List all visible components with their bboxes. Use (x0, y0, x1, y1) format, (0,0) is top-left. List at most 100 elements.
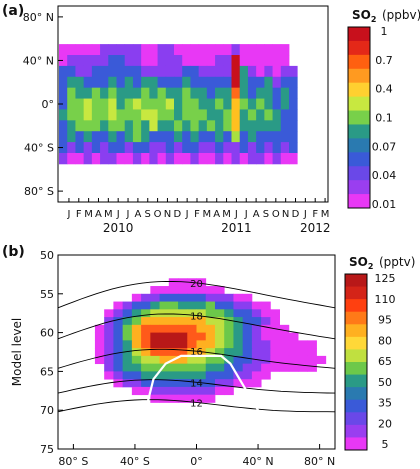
heatmap-cell (168, 379, 179, 388)
heatmap-cell (280, 98, 290, 110)
heatmap-cell (178, 363, 188, 372)
x-month-label: S (145, 209, 151, 220)
heatmap-cell (233, 309, 244, 318)
heatmap-cell (168, 386, 179, 396)
heatmap-cell (108, 120, 117, 132)
panel-b-colorbar: SO2 (pptv) 125 110 95 80 65 50 35 20 5 (344, 255, 415, 451)
colorbar-swatch (348, 138, 370, 153)
heatmap-cell (124, 142, 134, 154)
heatmap-cell (270, 317, 280, 326)
x-month-label: J (185, 209, 189, 220)
heatmap-cell (168, 301, 179, 310)
heatmap-cell (289, 87, 298, 99)
heatmap-cell (104, 363, 114, 372)
heatmap-cell (94, 332, 105, 341)
heatmap-cell (67, 87, 76, 99)
heatmap-cell (247, 87, 257, 99)
heatmap-cell (67, 98, 76, 110)
heatmap-cell (122, 332, 133, 341)
heatmap-cell (75, 131, 85, 143)
colorbar-swatch (345, 362, 367, 376)
heatmap-cell (205, 317, 216, 326)
heatmap-cell (178, 332, 188, 341)
heatmap-cell (198, 109, 208, 121)
heatmap-cell (256, 44, 265, 56)
heatmap-cell (141, 153, 150, 165)
heatmap-cell (280, 65, 290, 78)
heatmap-cell (174, 142, 183, 154)
heatmap-cell (256, 55, 265, 67)
y-tick-label: 70 (40, 404, 54, 417)
heatmap-cell (215, 87, 224, 99)
heatmap-cell (59, 131, 68, 143)
heatmap-cell (247, 120, 257, 132)
heatmap-cell (100, 55, 109, 67)
colorbar-swatch (348, 110, 370, 125)
heatmap-cell (206, 87, 216, 99)
heatmap-cell (224, 301, 234, 310)
heatmap-cell (256, 109, 265, 121)
contour-line (57, 313, 336, 340)
heatmap-cell (233, 317, 244, 326)
heatmap-cell (122, 301, 133, 310)
heatmap-cell (239, 76, 249, 89)
heatmap-cell (108, 87, 117, 99)
heatmap-cell (165, 44, 175, 56)
heatmap-cell (242, 324, 253, 333)
heatmap-cell (190, 142, 200, 154)
heatmap-cell (224, 332, 234, 341)
colorbar-swatch (348, 27, 370, 42)
heatmap-cell (224, 379, 234, 388)
y-tick-label: 75 (40, 443, 54, 456)
colorbar-swatch (345, 399, 367, 413)
heatmap-cell (141, 76, 150, 89)
heatmap-cell (113, 317, 124, 326)
colorbar-swatch (348, 152, 370, 167)
heatmap-cell (187, 317, 197, 326)
heatmap-cell (149, 44, 158, 56)
heatmap-cell (122, 379, 133, 388)
heatmap-cell (196, 301, 207, 310)
heatmap-cell (279, 355, 290, 365)
heatmap-cell (187, 386, 197, 396)
heatmap-cell (178, 324, 188, 333)
heatmap-cell (196, 332, 207, 341)
heatmap-cell (190, 98, 200, 110)
heatmap-cell (214, 309, 225, 318)
colorbar-swatch (345, 324, 367, 338)
x-month-label: J (234, 209, 238, 220)
heatmap-cell (264, 120, 273, 132)
heatmap-cell (168, 317, 179, 326)
heatmap-cell (279, 363, 290, 372)
x-month-label: F (76, 209, 82, 220)
heatmap-cell (67, 44, 76, 56)
heatmap-cell (247, 131, 257, 143)
heatmap-cell (242, 309, 253, 318)
heatmap-cell (251, 348, 262, 357)
heatmap-cell (205, 309, 216, 318)
x-month-label: J (303, 209, 307, 220)
heatmap-cell (223, 131, 232, 143)
heatmap-cell (165, 131, 175, 143)
contour-label: 12 (190, 398, 203, 409)
heatmap-cell (196, 286, 207, 295)
heatmap-cell (187, 286, 197, 295)
heatmap-cell (83, 109, 93, 121)
heatmap-cell (178, 317, 188, 326)
heatmap-cell (94, 348, 105, 357)
heatmap-cell (165, 76, 175, 89)
heatmap-cell (205, 363, 216, 372)
heatmap-cell (190, 120, 200, 132)
heatmap-cell (165, 55, 175, 67)
heatmap-cell (83, 65, 93, 78)
colorbar-swatch (348, 82, 370, 98)
colorbar-tick-label: 0.07 (372, 140, 397, 153)
x-month-label: O (272, 209, 280, 220)
x-month-label: J (126, 209, 130, 220)
heatmap-cell (223, 87, 232, 99)
heatmap-cell (174, 131, 183, 143)
heatmap-cell (141, 309, 151, 318)
heatmap-cell (182, 98, 191, 110)
heatmap-cell (116, 65, 126, 78)
heatmap-cell (251, 324, 262, 333)
